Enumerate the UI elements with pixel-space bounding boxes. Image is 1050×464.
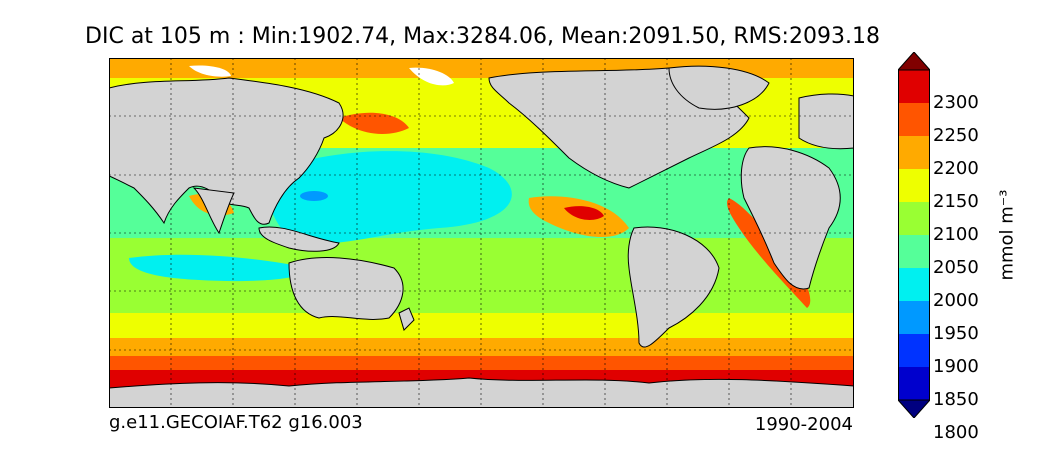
colorbar-tick-label: 1950 [933, 323, 979, 344]
colorbar-tick-label: 1900 [933, 356, 979, 377]
colorbar-bin [898, 103, 930, 136]
colorbar-bin [898, 334, 930, 367]
colorbar-extend-max [896, 51, 932, 71]
colorbar-bin [898, 202, 930, 235]
ocean-dic-map [109, 58, 854, 408]
colorbar-tick-label: 1850 [933, 389, 979, 410]
colorbar-extend-min [896, 399, 932, 419]
colorbar-tick-label: 2150 [933, 191, 979, 212]
colorbar-tick-label: 2050 [933, 257, 979, 278]
colorbar-bin [898, 367, 930, 400]
colorbar-tick-label: 1800 [933, 422, 979, 443]
colorbar-graphic [896, 51, 932, 419]
colorbar-bin [898, 169, 930, 202]
colorbar-bin [898, 235, 930, 268]
map-panel [109, 58, 854, 408]
colorbar-bin [898, 70, 930, 103]
colorbar-units-label: mmol m⁻³ [996, 189, 1018, 281]
colorbar [896, 51, 932, 419]
colorbar-tick-label: 2100 [933, 224, 979, 245]
time-period-label: 1990-2004 [754, 414, 853, 435]
colorbar-tick-label: 2200 [933, 158, 979, 179]
map-title: DIC at 105 m : Min:1902.74, Max:3284.06,… [85, 24, 880, 49]
colorbar-tick-label: 2300 [933, 92, 979, 113]
colorbar-bin [898, 268, 930, 301]
colorbar-tick-label: 2000 [933, 290, 979, 311]
colorbar-bin [898, 136, 930, 169]
colorbar-bin [898, 301, 930, 334]
colorbar-tick-label: 2250 [933, 125, 979, 146]
model-run-label: g.e11.GECOIAF.T62 g16.003 [109, 412, 363, 433]
